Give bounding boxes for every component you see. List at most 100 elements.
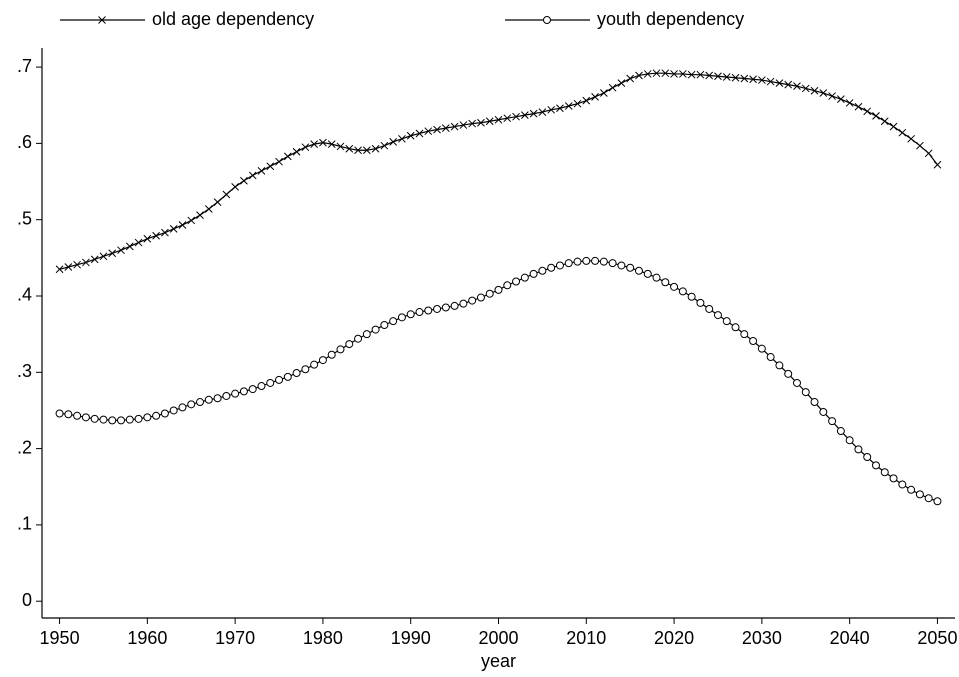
data-point [749, 75, 757, 84]
y-tick-label: .4 [17, 285, 32, 305]
data-point [152, 231, 160, 240]
data-point [143, 234, 152, 243]
x-tick-label: 1970 [215, 628, 255, 648]
y-tick-label: .3 [17, 361, 32, 381]
data-point [125, 242, 134, 251]
data-point [485, 117, 494, 126]
data-point [73, 260, 81, 269]
data-point [275, 157, 283, 166]
x-tick-label: 2030 [742, 628, 782, 648]
data-point [828, 417, 837, 426]
x-axis-title: year [481, 651, 516, 671]
data-point [757, 344, 766, 353]
data-point [55, 409, 64, 418]
data-point [134, 414, 143, 423]
data-point [117, 416, 126, 425]
data-point [292, 369, 301, 378]
data-point [99, 252, 108, 261]
data-point [512, 112, 520, 121]
y-tick-label: .7 [17, 56, 32, 76]
data-point [714, 72, 722, 81]
data-point [775, 361, 784, 370]
data-point [871, 461, 880, 470]
data-point [556, 104, 564, 113]
data-point [731, 73, 740, 82]
data-point [819, 407, 828, 416]
y-tick-label: .2 [17, 437, 32, 457]
data-point [152, 411, 161, 420]
x-tick-label: 1950 [40, 628, 80, 648]
data-point [433, 125, 441, 134]
data-point [924, 494, 933, 503]
y-tick-label: .6 [17, 132, 32, 152]
data-point [82, 258, 90, 267]
data-point [108, 416, 117, 425]
data-point [872, 112, 880, 120]
data-point [845, 436, 854, 445]
data-point [907, 485, 916, 494]
data-point [336, 345, 345, 354]
data-point [248, 385, 257, 394]
data-point [599, 257, 608, 266]
data-point [398, 134, 406, 143]
data-point [696, 70, 705, 79]
data-point [319, 138, 327, 147]
data-point [213, 198, 222, 206]
legend-marker [98, 16, 106, 24]
data-point [898, 480, 907, 489]
data-point [477, 118, 485, 127]
data-point [924, 149, 933, 158]
data-point [766, 77, 775, 86]
data-point [468, 296, 477, 305]
data-point [591, 92, 599, 101]
data-point [143, 413, 152, 422]
data-point [283, 152, 292, 161]
data-point [810, 86, 819, 95]
data-point [880, 468, 889, 477]
data-point [266, 378, 275, 387]
data-point [547, 105, 556, 114]
data-point [73, 411, 82, 420]
data-point [643, 269, 652, 278]
data-point [801, 84, 810, 93]
data-point [889, 122, 898, 131]
data-point [731, 323, 740, 332]
data-point [512, 277, 521, 286]
data-point [529, 109, 538, 118]
data-point [231, 389, 240, 398]
data-point [108, 249, 117, 258]
data-point [345, 340, 354, 349]
data-point [696, 298, 705, 307]
data-point [573, 257, 582, 266]
data-point [828, 92, 836, 100]
data-point [652, 273, 661, 282]
data-point [240, 176, 248, 185]
data-point [99, 415, 108, 424]
data-point [503, 281, 512, 290]
data-point [889, 474, 898, 483]
data-point [845, 99, 854, 107]
data-point [283, 372, 292, 381]
data-point [485, 289, 494, 298]
data-point [257, 382, 266, 391]
data-point [318, 356, 327, 365]
data-point [64, 410, 73, 419]
data-point [617, 79, 626, 87]
data-point [441, 303, 450, 312]
data-point [415, 308, 424, 317]
data-point [231, 183, 239, 191]
data-point [468, 119, 477, 128]
x-tick-label: 2010 [566, 628, 606, 648]
data-point [520, 273, 529, 282]
data-point [626, 74, 635, 83]
data-point [301, 365, 310, 374]
data-point [617, 261, 626, 270]
data-point [380, 141, 389, 150]
data-point [678, 287, 687, 296]
data-point [371, 144, 380, 153]
data-point [775, 79, 784, 87]
legend-label: youth dependency [597, 9, 744, 29]
data-point [634, 266, 643, 275]
data-point [705, 304, 714, 313]
data-point [854, 102, 863, 111]
